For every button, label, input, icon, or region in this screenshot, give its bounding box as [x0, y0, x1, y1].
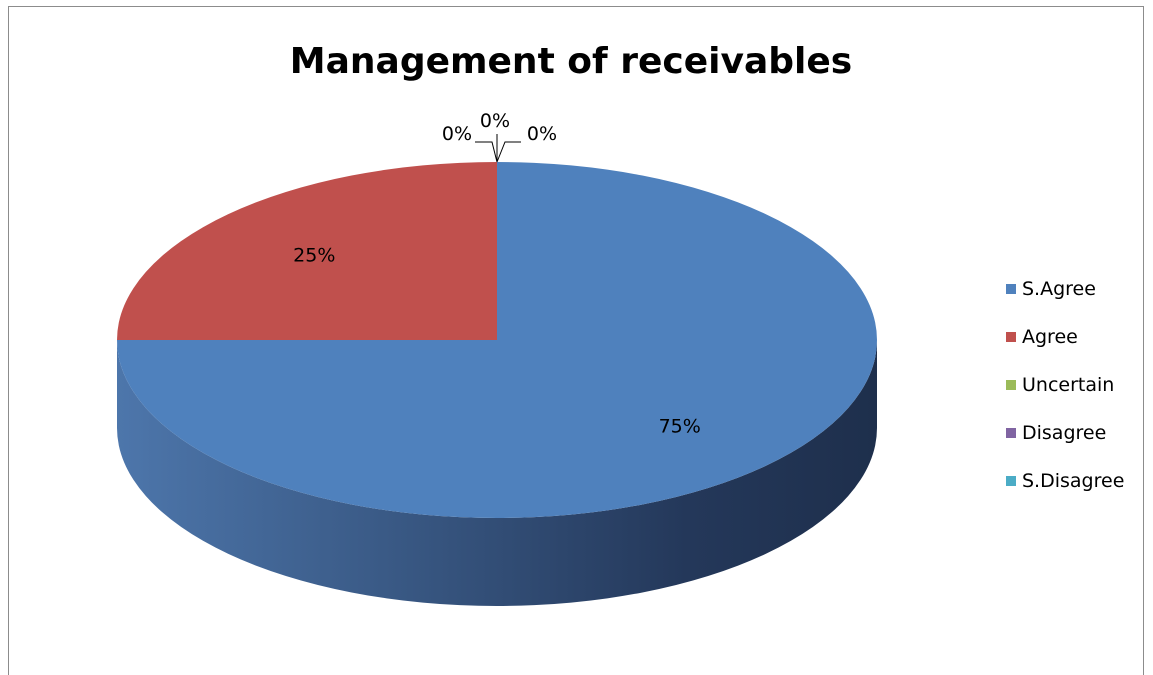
data-label-agree: 25%	[293, 244, 335, 266]
data-label-uncertain: 0%	[442, 123, 472, 145]
leader-line-s-disagree	[496, 141, 521, 163]
data-label-s-disagree: 0%	[527, 123, 557, 145]
legend-swatch-disagree	[1006, 428, 1016, 438]
pie-side	[117, 340, 877, 606]
legend-swatch-s-disagree	[1006, 476, 1016, 486]
data-labels: 75% 25% 0% 0% 0%	[293, 110, 701, 438]
legend-swatch-s-agree	[1006, 284, 1016, 294]
data-label-disagree: 0%	[480, 110, 510, 132]
leader-lines	[475, 134, 521, 163]
legend-label-s-agree: S.Agree	[1022, 278, 1096, 300]
legend: S.Agree Agree Uncertain Disagree S.Disagree	[1006, 278, 1124, 492]
legend-label-disagree: Disagree	[1022, 422, 1106, 444]
slice-agree	[117, 162, 497, 340]
chart-title: Management of receivables	[290, 41, 852, 82]
pie-slices	[117, 162, 877, 518]
data-label-s-agree: 75%	[659, 416, 701, 438]
legend-swatch-agree	[1006, 332, 1016, 342]
pie-side-wall	[117, 340, 877, 606]
leader-line-uncertain	[475, 141, 498, 163]
legend-label-agree: Agree	[1022, 326, 1078, 348]
legend-label-uncertain: Uncertain	[1022, 374, 1114, 396]
legend-swatch-uncertain	[1006, 380, 1016, 390]
legend-label-s-disagree: S.Disagree	[1022, 470, 1124, 492]
